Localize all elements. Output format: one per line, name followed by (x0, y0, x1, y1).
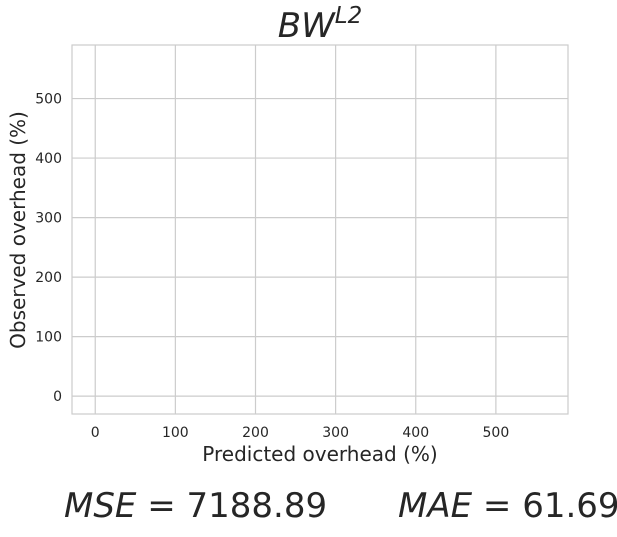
plot-frame (71, 44, 569, 415)
x-tick-label-500: 500 (483, 425, 510, 441)
chart-title-superscript: L2 (335, 3, 362, 29)
y-tick-label-200: 200 (35, 270, 62, 286)
mse-equals: = (136, 486, 186, 526)
y-gridlines (72, 97, 568, 397)
x-axis-label: Predicted overhead (%) (202, 442, 437, 466)
y-tick-label-400: 400 (35, 151, 62, 167)
x-tick-label-200: 200 (242, 425, 269, 441)
mae-name: MAE (398, 486, 473, 526)
mse-metric: MSE = 7188.89 (64, 486, 327, 526)
y-tick-label-100: 100 (35, 330, 62, 346)
y-tick-label-300: 300 (35, 211, 62, 227)
x-tick-label-0: 0 (91, 425, 100, 441)
chart-title: BWL2 (278, 3, 362, 46)
y-tick-label-500: 500 (35, 92, 62, 108)
mae-equals: = (472, 486, 522, 526)
x-tick-labels: 0 100 200 300 400 500 (91, 425, 509, 441)
chart-title-base: BW (278, 6, 336, 46)
x-tick-label-100: 100 (162, 425, 189, 441)
y-axis-label: Observed overhead (%) (6, 111, 30, 349)
x-tick-label-400: 400 (402, 425, 429, 441)
mae-value: 61.69 (522, 486, 617, 526)
y-tick-labels: 0 100 200 300 400 500 (35, 92, 62, 406)
x-tick-label-300: 300 (322, 425, 349, 441)
x-gridlines (94, 45, 497, 414)
mse-name: MSE (64, 486, 137, 526)
mae-metric: MAE = 61.69 (398, 486, 617, 526)
mse-value: 7188.89 (187, 486, 328, 526)
y-tick-label-0: 0 (53, 389, 62, 405)
